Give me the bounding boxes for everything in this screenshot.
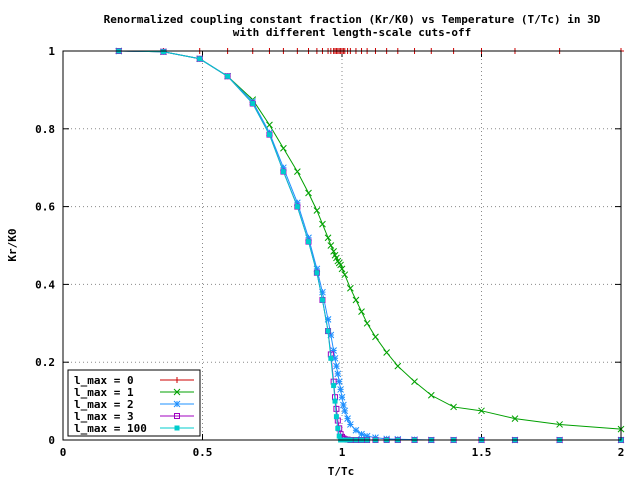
x-axis-label: T/Tc <box>328 465 355 478</box>
data-point <box>173 400 181 408</box>
data-point <box>338 393 346 401</box>
data-point <box>280 169 286 175</box>
y-tick-label: 0.8 <box>35 123 55 136</box>
data-point <box>332 398 338 404</box>
data-point <box>266 132 272 138</box>
data-point <box>340 401 347 409</box>
plot-frame <box>62 50 622 441</box>
data-point <box>372 333 379 341</box>
data-point <box>174 425 180 431</box>
data-point <box>394 362 402 370</box>
legend-item: l_max = 3 <box>74 410 194 423</box>
legend-item: l_max = 100 <box>74 422 194 435</box>
legend-item: l_max = 0 <box>74 374 194 387</box>
data-point <box>305 189 312 197</box>
data-point <box>344 415 351 422</box>
x-tick-label: 2 <box>618 446 625 459</box>
data-point <box>450 403 457 411</box>
data-point <box>337 386 344 393</box>
y-axis-label: Kr/K0 <box>6 228 19 261</box>
data-point <box>174 413 180 419</box>
data-point <box>347 284 354 292</box>
data-point <box>335 378 343 386</box>
data-point <box>160 49 166 55</box>
data-point <box>338 265 346 273</box>
data-point <box>336 433 342 439</box>
data-point <box>556 421 563 428</box>
data-point <box>319 297 325 303</box>
data-point <box>337 261 344 269</box>
data-point <box>294 168 301 175</box>
y-tick-label: 0.2 <box>35 356 55 369</box>
x-tick-label: 0 <box>60 446 67 459</box>
legend: l_max = 0l_max = 1l_max = 2l_max = 3l_ma… <box>67 369 201 437</box>
data-point <box>333 362 340 370</box>
data-point <box>363 319 371 327</box>
data-point <box>363 432 371 440</box>
x-tick-label: 1.5 <box>472 446 492 459</box>
data-point <box>341 407 349 415</box>
data-point <box>331 383 337 389</box>
data-point <box>334 370 342 378</box>
data-point <box>352 426 360 434</box>
data-point <box>335 425 341 431</box>
legend-label: l_max = 100 <box>74 422 147 435</box>
data-point <box>411 378 418 386</box>
data-point <box>174 377 180 383</box>
data-point <box>358 308 365 315</box>
data-point <box>324 234 332 242</box>
data-point <box>305 234 312 242</box>
x-tick-label: 1 <box>339 446 346 459</box>
data-point <box>327 242 335 249</box>
data-point <box>313 265 321 273</box>
data-point <box>313 207 321 214</box>
legend-item: l_max = 1 <box>74 386 194 399</box>
data-point <box>328 355 334 361</box>
data-point <box>319 220 326 228</box>
data-point <box>327 331 335 339</box>
chart-title-line-2: with different length-scale cuts-off <box>233 26 471 39</box>
data-point <box>294 199 301 207</box>
data-point <box>225 73 231 79</box>
data-point <box>280 164 287 172</box>
legend-label: l_max = 0 <box>74 374 134 387</box>
y-tick-label: 0 <box>48 434 55 447</box>
chart-title-line-1: Renormalized coupling constant fraction … <box>104 13 601 26</box>
grid-lines <box>63 51 621 440</box>
data-point <box>352 296 360 304</box>
data-point <box>314 270 320 276</box>
legend-label: l_max = 2 <box>74 398 134 411</box>
data-point <box>294 204 300 210</box>
data-point <box>330 347 337 354</box>
legend-label: l_max = 1 <box>74 386 134 399</box>
x-tick-label: 0.5 <box>193 446 213 459</box>
legend-item: l_max = 2 <box>74 398 194 411</box>
data-point <box>173 388 181 396</box>
data-point <box>333 414 339 420</box>
y-tick-label: 0.4 <box>35 278 55 291</box>
data-point <box>427 391 435 399</box>
data-point <box>347 421 354 428</box>
legend-label: l_max = 3 <box>74 410 134 423</box>
data-point <box>330 247 337 255</box>
y-tick-label: 1 <box>48 45 55 58</box>
data-point <box>331 354 339 362</box>
data-point <box>319 288 326 296</box>
data-point <box>478 407 485 415</box>
data-point <box>280 144 287 152</box>
data-point <box>250 101 256 107</box>
data-point <box>358 430 365 438</box>
tick-labels: 0 0.5 1 1.5 2 0 0.2 0.4 0.6 0.8 1 <box>35 45 624 459</box>
y-tick-label: 0.6 <box>35 201 55 214</box>
data-point <box>324 316 332 323</box>
data-point <box>325 328 331 334</box>
data-point <box>341 271 349 279</box>
data-point <box>197 56 203 62</box>
data-point <box>306 239 312 245</box>
data-point <box>383 349 390 356</box>
data-point <box>511 415 519 422</box>
data-point <box>266 121 273 129</box>
